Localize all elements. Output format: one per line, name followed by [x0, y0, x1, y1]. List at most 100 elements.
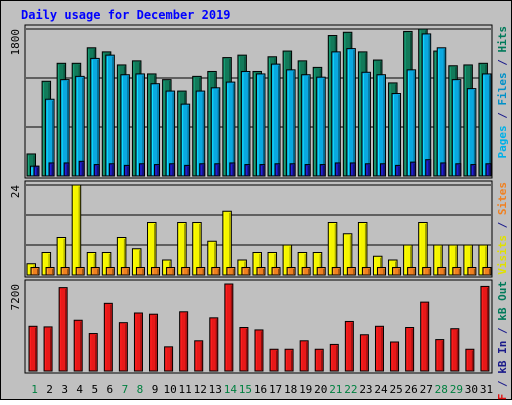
bar-files [150, 83, 161, 177]
bars-visits [26, 184, 492, 276]
bar-pages-fill [334, 162, 341, 177]
bar-kbytes-fill [359, 334, 369, 372]
series-legend-label: Pages [496, 125, 509, 158]
bar-sites-fill [331, 267, 341, 276]
x-tick-label: 12 [194, 383, 207, 396]
bar-kbytes [88, 333, 98, 372]
x-tick-label: 16 [254, 383, 267, 396]
bar-pages-fill [485, 163, 492, 177]
bar-files [271, 63, 281, 177]
bar-pages [169, 163, 176, 177]
bar-sites [361, 267, 371, 276]
bar-kbytes-fill [164, 346, 174, 372]
bar-pages [455, 163, 462, 177]
bar-sites [482, 267, 492, 276]
bar-sites [45, 267, 55, 276]
bar-sites [151, 267, 161, 276]
bar-kbytes-fill [480, 285, 490, 372]
bar-kbytes-fill [284, 348, 294, 372]
bar-kbytes-fill [133, 312, 143, 372]
bar-files [45, 98, 55, 177]
bar-kbytes [329, 343, 339, 372]
bar-files [301, 74, 311, 177]
bar-pages [349, 162, 356, 177]
bar-pages [379, 163, 386, 177]
bar-pages-fill [395, 164, 402, 177]
bar-sites-fill [452, 267, 462, 276]
x-tick-label: 29 [450, 383, 463, 396]
series-legend-label: / [496, 106, 509, 126]
bar-pages [410, 161, 417, 177]
x-tick-label: 6 [107, 383, 114, 396]
x-tick-label: 24 [374, 383, 388, 396]
bar-pages-fill [63, 162, 70, 177]
bar-visits [71, 184, 82, 276]
bar-pages-fill [48, 162, 55, 177]
bar-pages-fill [440, 162, 447, 177]
bar-sites-fill [482, 267, 492, 276]
panel-traffic: 1800 Pages / Files / Hits [9, 24, 509, 179]
bar-pages [108, 163, 115, 177]
bar-pages [334, 162, 341, 177]
bar-kbytes [420, 301, 430, 372]
series-legend: Pages / Files / Hits [496, 26, 509, 159]
bar-visits [222, 210, 232, 276]
bar-files [391, 93, 402, 177]
bar-pages [78, 160, 85, 177]
bar-sites-fill [30, 267, 40, 276]
bar-sites [90, 267, 100, 276]
bar-kbytes-fill [209, 317, 219, 372]
bar-kbytes-fill [299, 340, 309, 372]
series-legend-label: kB Out [496, 281, 509, 321]
x-tick-label: 5 [91, 383, 98, 396]
bar-sites [452, 267, 462, 276]
series-legend: Visits / Sites [496, 182, 509, 275]
bar-files [316, 76, 326, 177]
bar-sites-fill [437, 267, 447, 276]
bar-kbytes [284, 348, 294, 372]
bar-pages [123, 164, 130, 177]
bar-sites [211, 267, 221, 276]
bar-sites-fill [166, 267, 176, 276]
bar-files [255, 73, 266, 177]
chart-title: Daily usage for December 2019 [21, 8, 231, 22]
x-tick-label: 2 [46, 383, 53, 396]
bars-kbytes [28, 283, 490, 372]
bar-pages [138, 163, 145, 177]
bar-pages-fill [259, 164, 266, 177]
bar-pages [470, 164, 477, 177]
series-legend-label: / [496, 321, 509, 341]
bar-files [451, 79, 462, 177]
bar-sites-fill [316, 267, 326, 276]
series-legend-label: Hits [496, 26, 509, 53]
series-legend-label: / [496, 215, 509, 235]
bar-files [376, 74, 386, 177]
x-tick-label: 28 [435, 383, 448, 396]
bar-visits [418, 222, 428, 276]
bar-kbytes-fill [73, 319, 83, 372]
series-legend-label: / [496, 374, 509, 394]
bar-kbytes [374, 325, 384, 372]
bar-pages [214, 163, 221, 177]
x-tick-label: 14 [224, 383, 238, 396]
bar-pages-fill [425, 159, 432, 177]
x-tick-label: 17 [269, 383, 282, 396]
x-tick-label: 20 [314, 383, 327, 396]
bar-kbytes-fill [450, 328, 460, 372]
bar-kbytes [450, 328, 460, 372]
bar-pages-fill [138, 163, 145, 177]
bar-pages-fill [184, 164, 191, 177]
bar-sites-fill [376, 267, 386, 276]
bar-kbytes [314, 348, 324, 372]
bar-kbytes-fill [194, 340, 204, 372]
bar-sites [60, 267, 70, 276]
bar-files [105, 54, 115, 177]
bar-sites [437, 267, 447, 276]
bar-sites-fill [120, 267, 130, 276]
bar-kbytes [359, 334, 369, 372]
x-tick-label: 27 [420, 383, 433, 396]
bar-kbytes [28, 325, 38, 372]
bar-kbytes-fill [314, 348, 324, 372]
y-max-label: 1800 [9, 29, 22, 56]
